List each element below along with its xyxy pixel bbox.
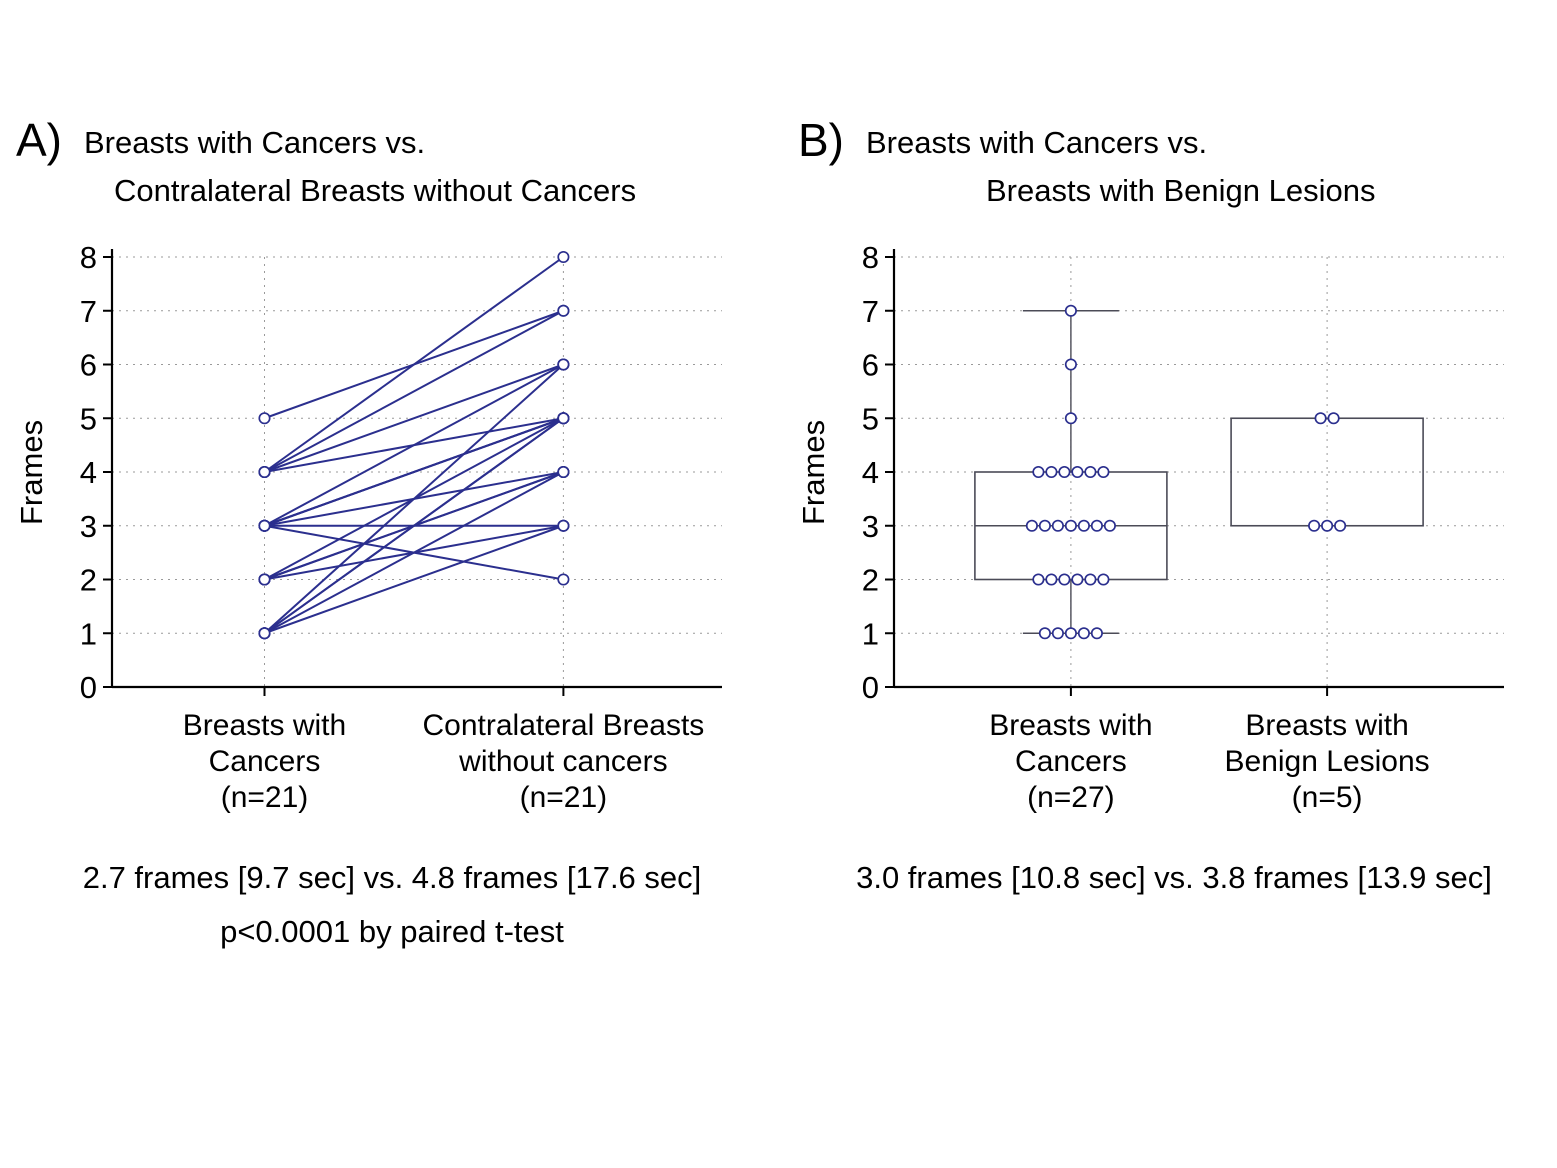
data-point (1038, 627, 1051, 640)
panel-b-header: B) Breasts with Cancers vs. Breasts with… (798, 116, 1556, 215)
data-point (1032, 466, 1045, 479)
panel-b-plot-row: Frames 0 1 2 3 4 5 6 7 8 Breasts with Cancers (n=27… (792, 235, 1556, 829)
category-label: Breasts with Cancers (n=27) (989, 709, 1152, 814)
paired-line-chart: 0 1 2 3 4 5 6 7 8 Breasts with Cancers (n=21) Contra… (80, 240, 722, 814)
y-tick-label: 3 (862, 509, 879, 544)
y-tick-label: 0 (80, 670, 97, 705)
pair-line (263, 363, 565, 635)
data-point (258, 573, 271, 586)
data-point (1077, 627, 1090, 640)
panel-b-caption-line1: 3.0 frames [10.8 sec] vs. 3.8 frames [13… (856, 860, 1492, 896)
panel-b-title-line2: Breasts with Benign Lesions (986, 173, 1376, 209)
data-point (557, 358, 570, 371)
y-tick-label: 2 (80, 563, 97, 598)
data-point (1097, 573, 1110, 586)
data-point (1308, 519, 1321, 532)
y-tick-label: 4 (862, 455, 879, 490)
panel-a: A) Breasts with Cancers vs. Contralatera… (10, 116, 774, 960)
pair-line (264, 309, 564, 473)
data-point (1090, 627, 1103, 640)
y-tick-label: 6 (80, 348, 97, 383)
pair-line (263, 256, 564, 473)
data-point (1038, 519, 1051, 532)
box-jitter-chart: 0 1 2 3 4 5 6 7 8 Breasts with Cancers (n=27) Breast… (862, 240, 1504, 814)
y-tick-label: 1 (80, 616, 97, 651)
y-tick-label: 7 (862, 294, 879, 329)
data-point (1025, 519, 1038, 532)
data-point (1084, 573, 1097, 586)
pair-line (264, 417, 564, 527)
panel-a-caption: 2.7 frames [9.7 sec] vs. 4.8 frames [17.… (10, 851, 774, 960)
data-point (1084, 466, 1097, 479)
category-label: Breasts with Benign Lesions (n=5) (1225, 709, 1430, 814)
y-tick-label: 8 (80, 240, 97, 275)
pair-line (264, 524, 564, 635)
category-label: Contralateral Breasts without cancers (n=2… (423, 709, 705, 814)
data-point (1090, 519, 1103, 532)
pair-line (264, 363, 564, 527)
data-point (1077, 519, 1090, 532)
data-point (557, 251, 570, 264)
panel-a-title-line2: Contralateral Breasts without Cancers (114, 173, 637, 209)
data-point (1032, 573, 1045, 586)
data-point (1045, 466, 1058, 479)
pair-line (263, 417, 564, 635)
y-tick-label: 5 (80, 401, 97, 436)
data-point (557, 466, 570, 479)
y-tick-label: 8 (862, 240, 879, 275)
panel-a-plot-row: Frames 0 1 2 3 4 5 6 7 8 Breasts with Cancers (n=21… (10, 235, 774, 829)
data-point (1321, 519, 1334, 532)
data-point (1071, 573, 1084, 586)
panel-b-title-line1: Breasts with Cancers vs. (866, 125, 1208, 160)
data-point (258, 412, 271, 425)
y-tick-label: 6 (862, 348, 879, 383)
y-tick-label: 2 (862, 563, 879, 598)
panel-a-caption-line2: p<0.0001 by paired t-test (220, 914, 564, 950)
data-point (258, 627, 271, 640)
figure-two-panel: A) Breasts with Cancers vs. Contralatera… (10, 116, 1556, 960)
data-point (1058, 573, 1071, 586)
panel-b-title: Breasts with Cancers vs. Breasts with Be… (866, 119, 1375, 215)
data-point (258, 519, 271, 532)
category-label: Breasts with Cancers (n=21) (183, 709, 346, 814)
panel-a-caption-line1: 2.7 frames [9.7 sec] vs. 4.8 frames [17.… (82, 860, 702, 896)
y-tick-label: 4 (80, 455, 97, 490)
data-point (1071, 466, 1084, 479)
data-point (1064, 519, 1077, 532)
data-point (1064, 358, 1077, 371)
data-point (1064, 304, 1077, 317)
data-point (1103, 519, 1116, 532)
data-point (1097, 466, 1110, 479)
pair-line (264, 471, 564, 635)
y-tick-label: 7 (80, 294, 97, 329)
data-point (1051, 519, 1064, 532)
panel-b-caption: 3.0 frames [10.8 sec] vs. 3.8 frames [13… (792, 851, 1556, 905)
y-tick-label: 1 (862, 616, 879, 651)
y-tick-label: 5 (862, 401, 879, 436)
data-point (1045, 573, 1058, 586)
panel-b: B) Breasts with Cancers vs. Breasts with… (792, 116, 1556, 960)
data-point (557, 304, 570, 317)
panel-a-title: Breasts with Cancers vs. Contralateral B… (84, 119, 636, 215)
panel-a-letter: A) (16, 114, 62, 166)
y-axis-label: Frames (14, 419, 49, 525)
data-point (1058, 466, 1071, 479)
data-point (1314, 412, 1327, 425)
data-point (1051, 627, 1064, 640)
panel-a-header: A) Breasts with Cancers vs. Contralatera… (16, 116, 774, 215)
data-point (258, 466, 271, 479)
panel-b-letter: B) (798, 114, 844, 166)
y-tick-label: 0 (862, 670, 879, 705)
data-point (557, 573, 570, 586)
y-tick-label: 3 (80, 509, 97, 544)
data-point (1064, 412, 1077, 425)
panel-a-title-line1: Breasts with Cancers vs. (84, 125, 426, 160)
data-point (1327, 412, 1340, 425)
pair-line (264, 363, 564, 474)
data-point (1064, 627, 1077, 640)
y-axis-label: Frames (796, 419, 831, 525)
data-point (557, 412, 570, 425)
data-point (557, 519, 570, 532)
data-point (1334, 519, 1347, 532)
